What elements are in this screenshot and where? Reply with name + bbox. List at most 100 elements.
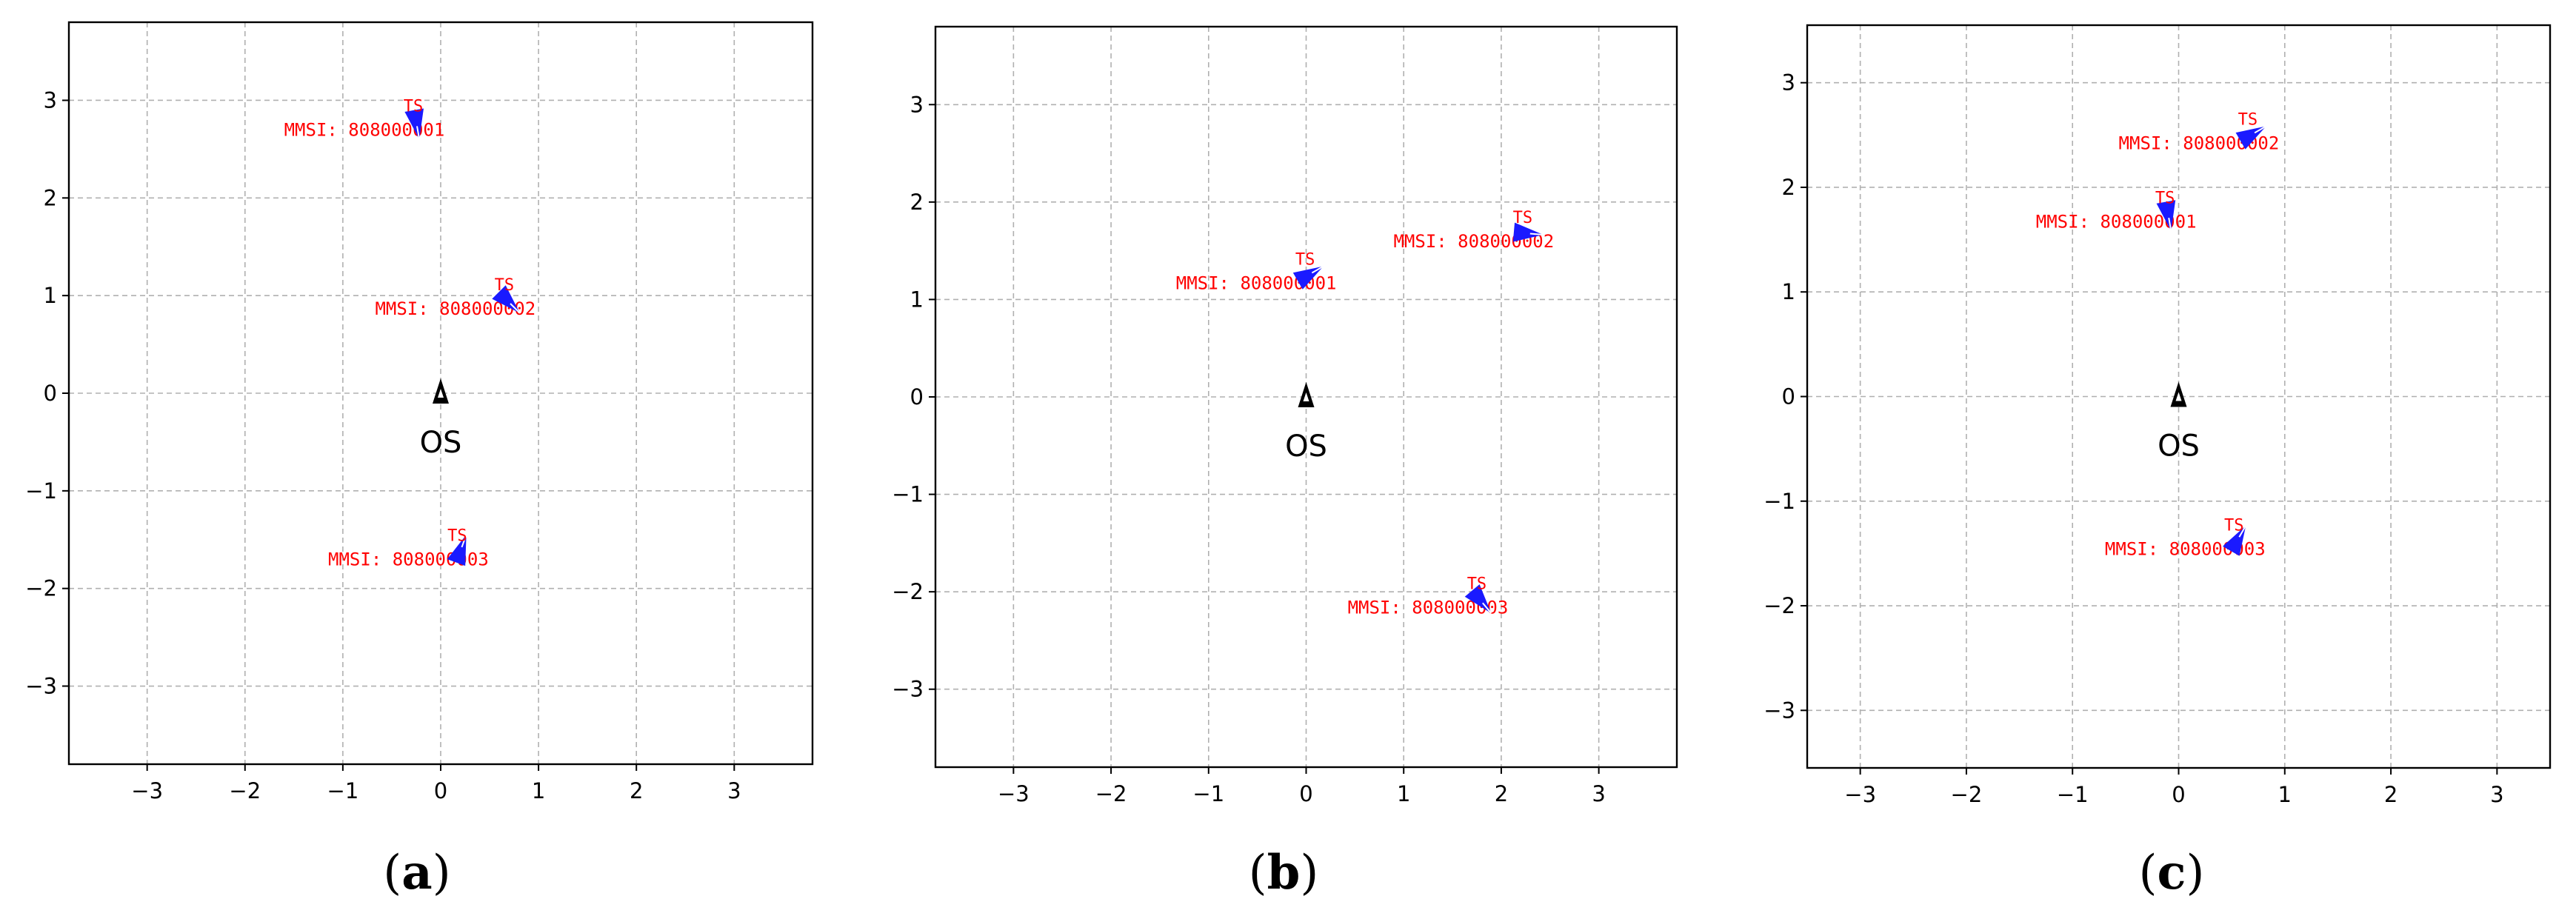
own-ship-label: OS [2158,429,2200,464]
target-heading-line [416,126,421,140]
y-tick-label: 0 [1782,384,1795,409]
x-tick-label: −3 [131,778,163,803]
target-ts-label: TS [2238,110,2258,129]
target-ship-icon [447,534,467,566]
own-ship-icon [433,378,449,404]
caption-letter: b [1267,845,1301,900]
y-tick-label: −3 [1764,698,1795,723]
panel-caption: (a) [383,845,450,900]
caption-open: ( [383,846,401,900]
y-tick-label: 3 [1782,70,1795,96]
x-tick-label: 3 [1592,781,1605,806]
y-tick-label: −2 [25,576,57,601]
x-tick-label: 0 [2172,782,2185,807]
target-heading-line [510,303,521,314]
target-ts-label: TS [2224,516,2244,535]
x-tick-label: 2 [630,778,643,803]
y-tick-label: 1 [1782,279,1795,304]
panel-caption: (b) [1249,845,1319,900]
target-ship-icon [492,285,521,314]
target-heading-line [2168,218,2172,232]
target-ts-label: TS [1295,251,1315,270]
own-ship-marker [1303,392,1309,401]
own-ship-icon [1298,382,1315,407]
x-tick-label: 1 [2278,782,2292,807]
panel-caption: (c) [2139,845,2205,900]
target-heading-line [1311,265,1324,274]
y-tick-label: 2 [1782,175,1795,200]
target-ship-shape [1292,266,1324,290]
grid [935,27,1677,767]
x-tick-label: 0 [434,778,447,803]
y-tick-label: 0 [910,384,924,409]
x-tick-label: −2 [229,778,261,803]
y-tick-label: −3 [25,674,57,699]
y-tick-label: 3 [44,87,57,113]
target-ts-label: TS [2155,189,2175,207]
y-tick-label: 3 [910,92,924,117]
target-ship-shape [447,535,467,566]
target-ts-label: TS [447,527,467,546]
own-ship-label: OS [420,426,462,460]
x-tick-label: −1 [327,778,359,803]
grid [69,22,812,764]
target-ship-shape [2156,200,2176,231]
target-ship-icon [2223,525,2247,556]
x-tick-label: 3 [2490,782,2503,807]
target-ship-icon [1512,222,1544,242]
target-ship-shape [1512,222,1544,242]
target-ship-shape [404,108,424,140]
own-ship-marker [438,389,444,398]
x-tick-label: 3 [727,778,741,803]
caption-letter: a [401,845,432,900]
target-heading-line [2254,125,2267,134]
caption-open: ( [2139,846,2158,900]
target-ship-icon [404,108,424,140]
target-heading-line [2238,525,2247,538]
target-heading-line [1482,602,1492,614]
x-tick-label: −2 [1095,781,1127,806]
caption-close: ) [2186,846,2204,900]
own-ship-label: OS [1285,429,1327,464]
target-ship-icon [1292,265,1324,290]
target-ship-shape [2223,525,2246,556]
y-tick-label: −1 [1764,489,1795,514]
target-ts-label: TS [1513,209,1533,227]
x-tick-label: −3 [1844,782,1876,807]
y-tick-label: −1 [892,482,924,507]
x-tick-label: 2 [1495,781,1508,806]
y-tick-label: 1 [44,283,57,308]
target-ship-icon [2235,125,2267,150]
target-ts-label: TS [1467,575,1487,594]
y-tick-label: 2 [910,190,924,215]
caption-letter: c [2158,845,2186,900]
x-tick-label: −3 [998,781,1030,806]
x-tick-label: −1 [1192,781,1224,806]
x-tick-label: 1 [1397,781,1410,806]
x-tick-label: −2 [1951,782,1983,807]
x-tick-label: 2 [2384,782,2398,807]
target-heading-line [461,534,467,548]
caption-close: ) [433,846,451,900]
y-tick-label: −2 [892,579,924,604]
y-tick-label: −3 [892,677,924,702]
y-tick-label: 1 [910,287,924,312]
target-ts-label: TS [495,276,515,295]
y-tick-label: 2 [44,185,57,210]
x-tick-label: 0 [1299,781,1312,806]
own-ship-icon [2170,381,2187,407]
target-ship-shape [2235,126,2266,150]
target-ts-label: TS [404,97,424,116]
